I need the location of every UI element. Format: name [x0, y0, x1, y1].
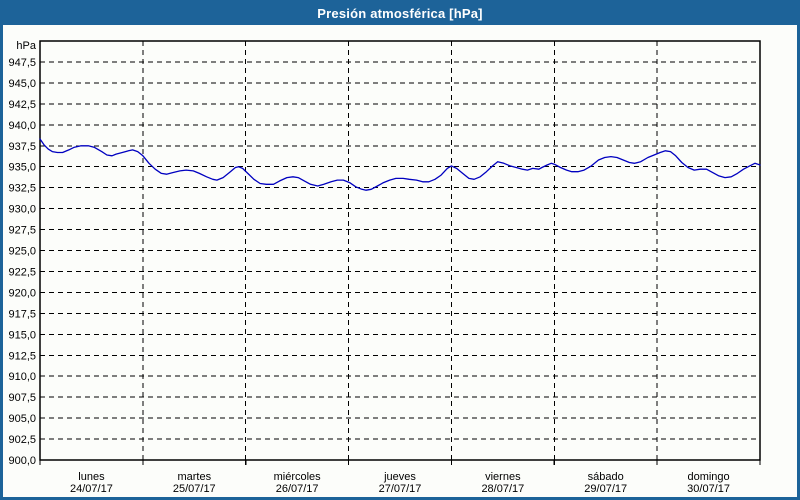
y-tick-label: 927,5: [8, 225, 36, 237]
pressure-series-line: [39, 138, 761, 191]
y-tick-label: 902,5: [8, 434, 36, 446]
y-tick-label: 925,0: [8, 246, 36, 258]
y-tick-label: 947,5: [8, 57, 36, 69]
x-day-date-label: 29/07/17: [584, 483, 627, 495]
x-day-name-label: miércoles: [274, 471, 322, 483]
x-day-date-label: 26/07/17: [276, 483, 319, 495]
title-bar: Presión atmosférica [hPa]: [3, 3, 797, 25]
x-day-name-label: martes: [177, 471, 211, 483]
y-tick-label: 922,5: [8, 266, 36, 278]
plot-border: [39, 40, 761, 461]
y-tick-label: 905,0: [8, 413, 36, 425]
x-day-name-label: viernes: [485, 471, 521, 483]
x-day-date-label: 24/07/17: [70, 483, 113, 495]
y-tick-label: 942,5: [8, 99, 36, 111]
y-axis-unit-label: hPa: [16, 40, 36, 52]
y-tick-label: 907,5: [8, 392, 36, 404]
y-tick-label: 910,0: [8, 371, 36, 383]
x-day-date-label: 27/07/17: [379, 483, 422, 495]
y-tick-label: 940,0: [8, 120, 36, 132]
x-day-name-label: jueves: [383, 471, 416, 483]
x-day-date-label: 30/07/17: [687, 483, 730, 495]
y-tick-label: 945,0: [8, 78, 36, 90]
x-day-name-label: domingo: [687, 471, 729, 483]
y-tick-label: 920,0: [8, 287, 36, 299]
y-tick-label: 935,0: [8, 162, 36, 174]
y-tick-label: 917,5: [8, 308, 36, 320]
y-tick-label: 937,5: [8, 141, 36, 153]
y-tick-label: 900,0: [8, 455, 36, 467]
y-tick-label: 915,0: [8, 329, 36, 341]
x-day-date-label: 28/07/17: [481, 483, 524, 495]
x-day-name-label: sábado: [588, 471, 624, 483]
y-tick-label: 912,5: [8, 350, 36, 362]
y-tick-label: 932,5: [8, 183, 36, 195]
y-tick-label: 930,0: [8, 204, 36, 216]
pressure-line-chart: 900,0 902,5 905,0 907,5 910,0 912,5 915,0 917,5…: [8, 40, 761, 495]
x-day-date-label: 25/07/17: [173, 483, 216, 495]
window-title: Presión atmosférica [hPa]: [317, 6, 483, 21]
x-day-name-label: lunes: [78, 471, 105, 483]
